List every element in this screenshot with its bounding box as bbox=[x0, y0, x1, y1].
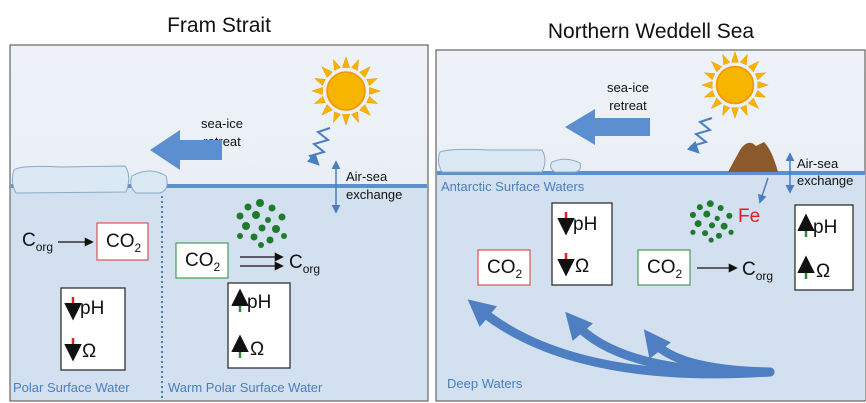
omega-label: Ω bbox=[816, 261, 830, 282]
water-mass-label: Polar Surface Water bbox=[13, 380, 130, 395]
radiation bbox=[306, 127, 331, 166]
ph-label: pH bbox=[80, 298, 104, 319]
iron-input-arrow bbox=[758, 177, 769, 204]
omega-label: Ω bbox=[575, 256, 589, 277]
omega-label: Ω bbox=[82, 341, 96, 362]
sun bbox=[700, 50, 770, 120]
deep-water-upwelling bbox=[467, 299, 775, 379]
ice-floe bbox=[437, 148, 546, 173]
co2-box bbox=[175, 242, 229, 279]
iron-label: Fe bbox=[738, 206, 760, 227]
ph-label: pH bbox=[813, 217, 837, 238]
co2-label: CO2 bbox=[185, 250, 221, 274]
omega-label: Ω bbox=[250, 339, 264, 360]
radiation bbox=[686, 117, 713, 154]
water-mass-label: Antarctic Surface Waters bbox=[441, 179, 585, 194]
panel-title: Northern Weddell Sea bbox=[548, 20, 755, 43]
co2-label: CO2 bbox=[647, 257, 683, 281]
island bbox=[728, 142, 778, 172]
exchange-label: Air-sea exchange bbox=[346, 169, 402, 202]
carbon-label: Corg bbox=[289, 252, 320, 276]
carbon-label: Corg bbox=[742, 259, 773, 283]
co2-box bbox=[637, 249, 691, 286]
carbon-label: Corg bbox=[22, 230, 53, 254]
sun bbox=[310, 55, 382, 127]
weddell-sea-panel: Northern Weddell Sea sea-ice retreat Air-… bbox=[435, 20, 866, 402]
ice-floe bbox=[11, 165, 130, 194]
ice-floe bbox=[130, 170, 168, 194]
co2-box bbox=[96, 222, 149, 261]
co2-label: CO2 bbox=[487, 257, 523, 281]
ph-label: pH bbox=[573, 214, 597, 235]
panel-title: Fram Strait bbox=[167, 14, 271, 37]
water-mass-label: Warm Polar Surface Water bbox=[168, 380, 323, 395]
retreat-arrow bbox=[150, 130, 222, 170]
co2-label: CO2 bbox=[106, 231, 142, 255]
water-mass-label: Deep Waters bbox=[447, 376, 523, 391]
co2-box bbox=[477, 249, 531, 286]
exchange-label: Air-sea exchange bbox=[797, 156, 853, 188]
upwelling-arrow bbox=[643, 329, 775, 377]
retreat-arrow bbox=[565, 109, 650, 145]
ph-label: pH bbox=[247, 292, 271, 313]
ice-floe bbox=[550, 158, 581, 173]
